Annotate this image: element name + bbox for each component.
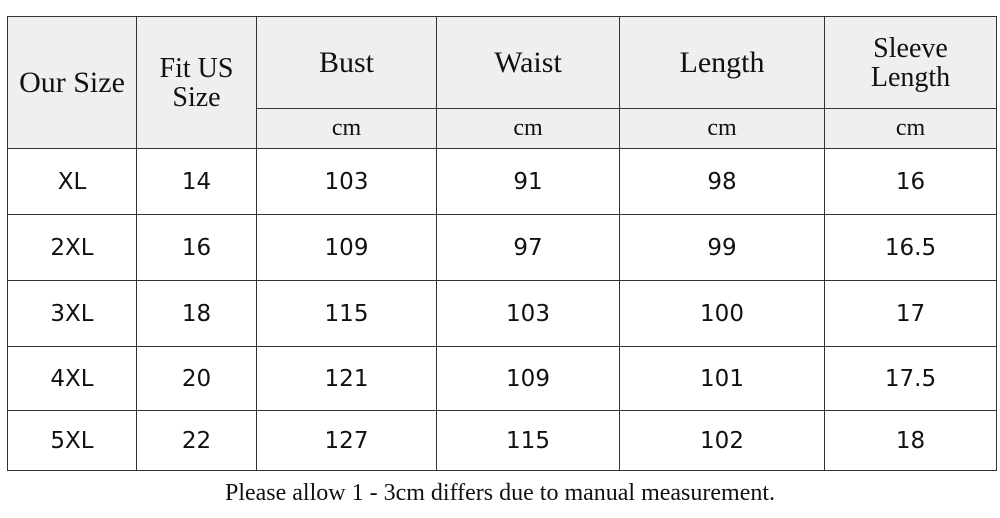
header-cell: Bust (256, 16, 437, 109)
data-cell: 18 (136, 280, 257, 347)
data-cell: 115 (256, 280, 437, 347)
data-cell: 100 (619, 280, 825, 347)
data-row: XL 14 103 91 98 16 (7, 148, 997, 215)
data-cell: 98 (619, 148, 825, 215)
data-cell: 97 (436, 214, 620, 281)
data-row: 4XL 20 121 109 101 17.5 (7, 346, 997, 411)
data-cell: 14 (136, 148, 257, 215)
data-cell: 3XL (7, 280, 137, 347)
footnote: Please allow 1 - 3cm differs due to manu… (224, 480, 776, 506)
data-cell: 16.5 (824, 214, 997, 281)
data-cell: 20 (136, 346, 257, 411)
data-cell: 102 (619, 410, 825, 471)
unit-cell: cm (619, 108, 825, 149)
header-cell: Length (619, 16, 825, 109)
data-cell: 109 (256, 214, 437, 281)
data-row: 2XL 16 109 97 99 16.5 (7, 214, 997, 281)
data-cell: 91 (436, 148, 620, 215)
data-cell: 115 (436, 410, 620, 471)
header-cell: Sleeve Length (824, 16, 997, 109)
data-cell: 99 (619, 214, 825, 281)
data-cell: 103 (436, 280, 620, 347)
unit-cell: cm (824, 108, 997, 149)
header-cell: Our Size (7, 16, 137, 149)
data-cell: 121 (256, 346, 437, 411)
data-cell: 4XL (7, 346, 137, 411)
data-cell: XL (7, 148, 137, 215)
data-cell: 16 (136, 214, 257, 281)
data-cell: 2XL (7, 214, 137, 281)
data-row: 5XL 22 127 115 102 18 (7, 410, 997, 471)
unit-cell: cm (256, 108, 437, 149)
header-row: Our Size Fit US Size Bust Waist Length Sleeve… (7, 16, 997, 149)
data-cell: 16 (824, 148, 997, 215)
unit-cell: cm (436, 108, 620, 149)
data-cell: 17 (824, 280, 997, 347)
header-cell: Waist (436, 16, 620, 109)
data-row: 3XL 18 115 103 100 17 (7, 280, 997, 347)
data-cell: 5XL (7, 410, 137, 471)
data-cell: 127 (256, 410, 437, 471)
unit-row: cm cm cm cm (8, 108, 997, 149)
data-cell: 101 (619, 346, 825, 411)
data-cell: 103 (256, 148, 437, 215)
data-cell: 109 (436, 346, 620, 411)
data-cell: 18 (824, 410, 997, 471)
data-cell: 22 (136, 410, 257, 471)
table-body: Our Size Fit US Size Bust Waist Length Sleeve… (7, 16, 997, 471)
data-cell: 17.5 (824, 346, 997, 411)
header-cell: Fit US Size (136, 16, 257, 149)
size-table: Our Size Fit US Size Bust Waist Length Sleeve… (7, 16, 997, 471)
